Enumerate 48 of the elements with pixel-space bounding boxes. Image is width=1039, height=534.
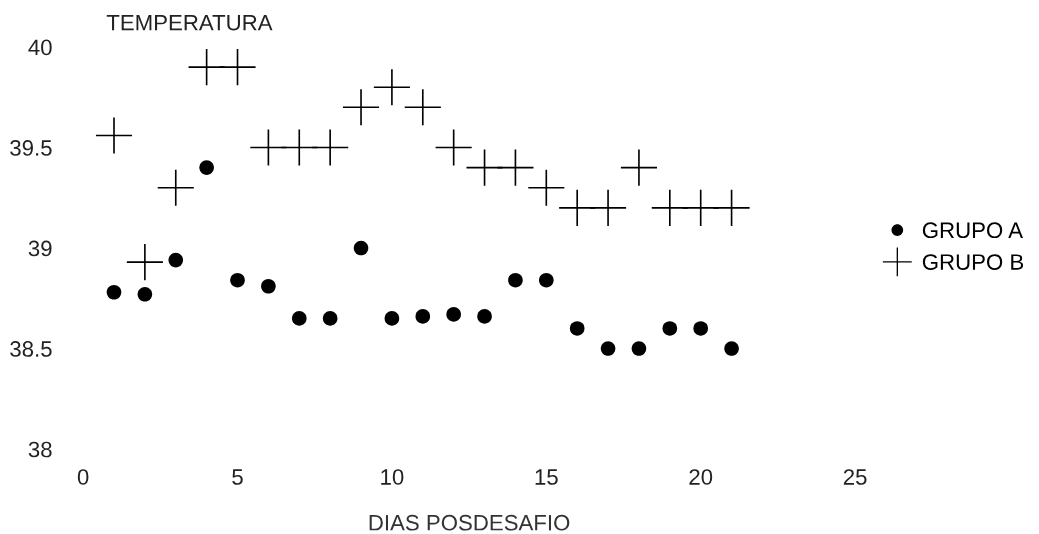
x-tick-label: 5 <box>232 469 243 485</box>
point <box>291 311 307 326</box>
point <box>373 69 410 106</box>
point <box>106 284 122 300</box>
point <box>95 117 133 154</box>
point <box>590 189 627 226</box>
point <box>620 149 657 186</box>
y-tick-label: 38.5 <box>10 341 52 357</box>
point <box>157 169 194 206</box>
x-tick-label: 25 <box>843 469 867 485</box>
point <box>508 272 523 288</box>
point <box>662 321 678 336</box>
point <box>569 321 585 336</box>
point <box>137 286 153 302</box>
point <box>693 321 708 336</box>
x-tick-label: 10 <box>381 469 404 485</box>
y-tick-label: 40 <box>28 39 52 56</box>
point <box>631 341 647 356</box>
point <box>477 309 492 324</box>
point <box>415 309 431 324</box>
point <box>600 341 616 356</box>
x-tick-label: 20 <box>689 469 713 485</box>
point <box>342 89 380 126</box>
point <box>724 341 739 356</box>
point <box>539 272 554 288</box>
point <box>261 278 276 294</box>
x-axis-title: DIAS POSDESAFIO <box>369 514 570 531</box>
point <box>230 272 245 288</box>
point <box>322 311 338 326</box>
point <box>446 307 461 322</box>
legend-label: GRUPO A <box>922 222 1023 239</box>
point <box>126 244 163 281</box>
point <box>404 89 441 126</box>
x-tick-label: 0 <box>77 469 89 485</box>
point <box>713 189 750 226</box>
point <box>199 160 214 175</box>
y-axis-title: TEMPERATURA <box>106 15 273 31</box>
y-tick-label: 39.5 <box>10 140 52 156</box>
y-tick-label: 39 <box>28 240 52 257</box>
point <box>219 49 256 86</box>
point <box>312 129 349 166</box>
point <box>353 240 369 256</box>
point <box>384 311 400 326</box>
y-tick-label: 38 <box>28 441 52 458</box>
point <box>168 252 184 268</box>
point <box>528 169 565 206</box>
x-tick-label: 15 <box>535 469 558 485</box>
legend-label: GRUPO B <box>922 254 1024 270</box>
